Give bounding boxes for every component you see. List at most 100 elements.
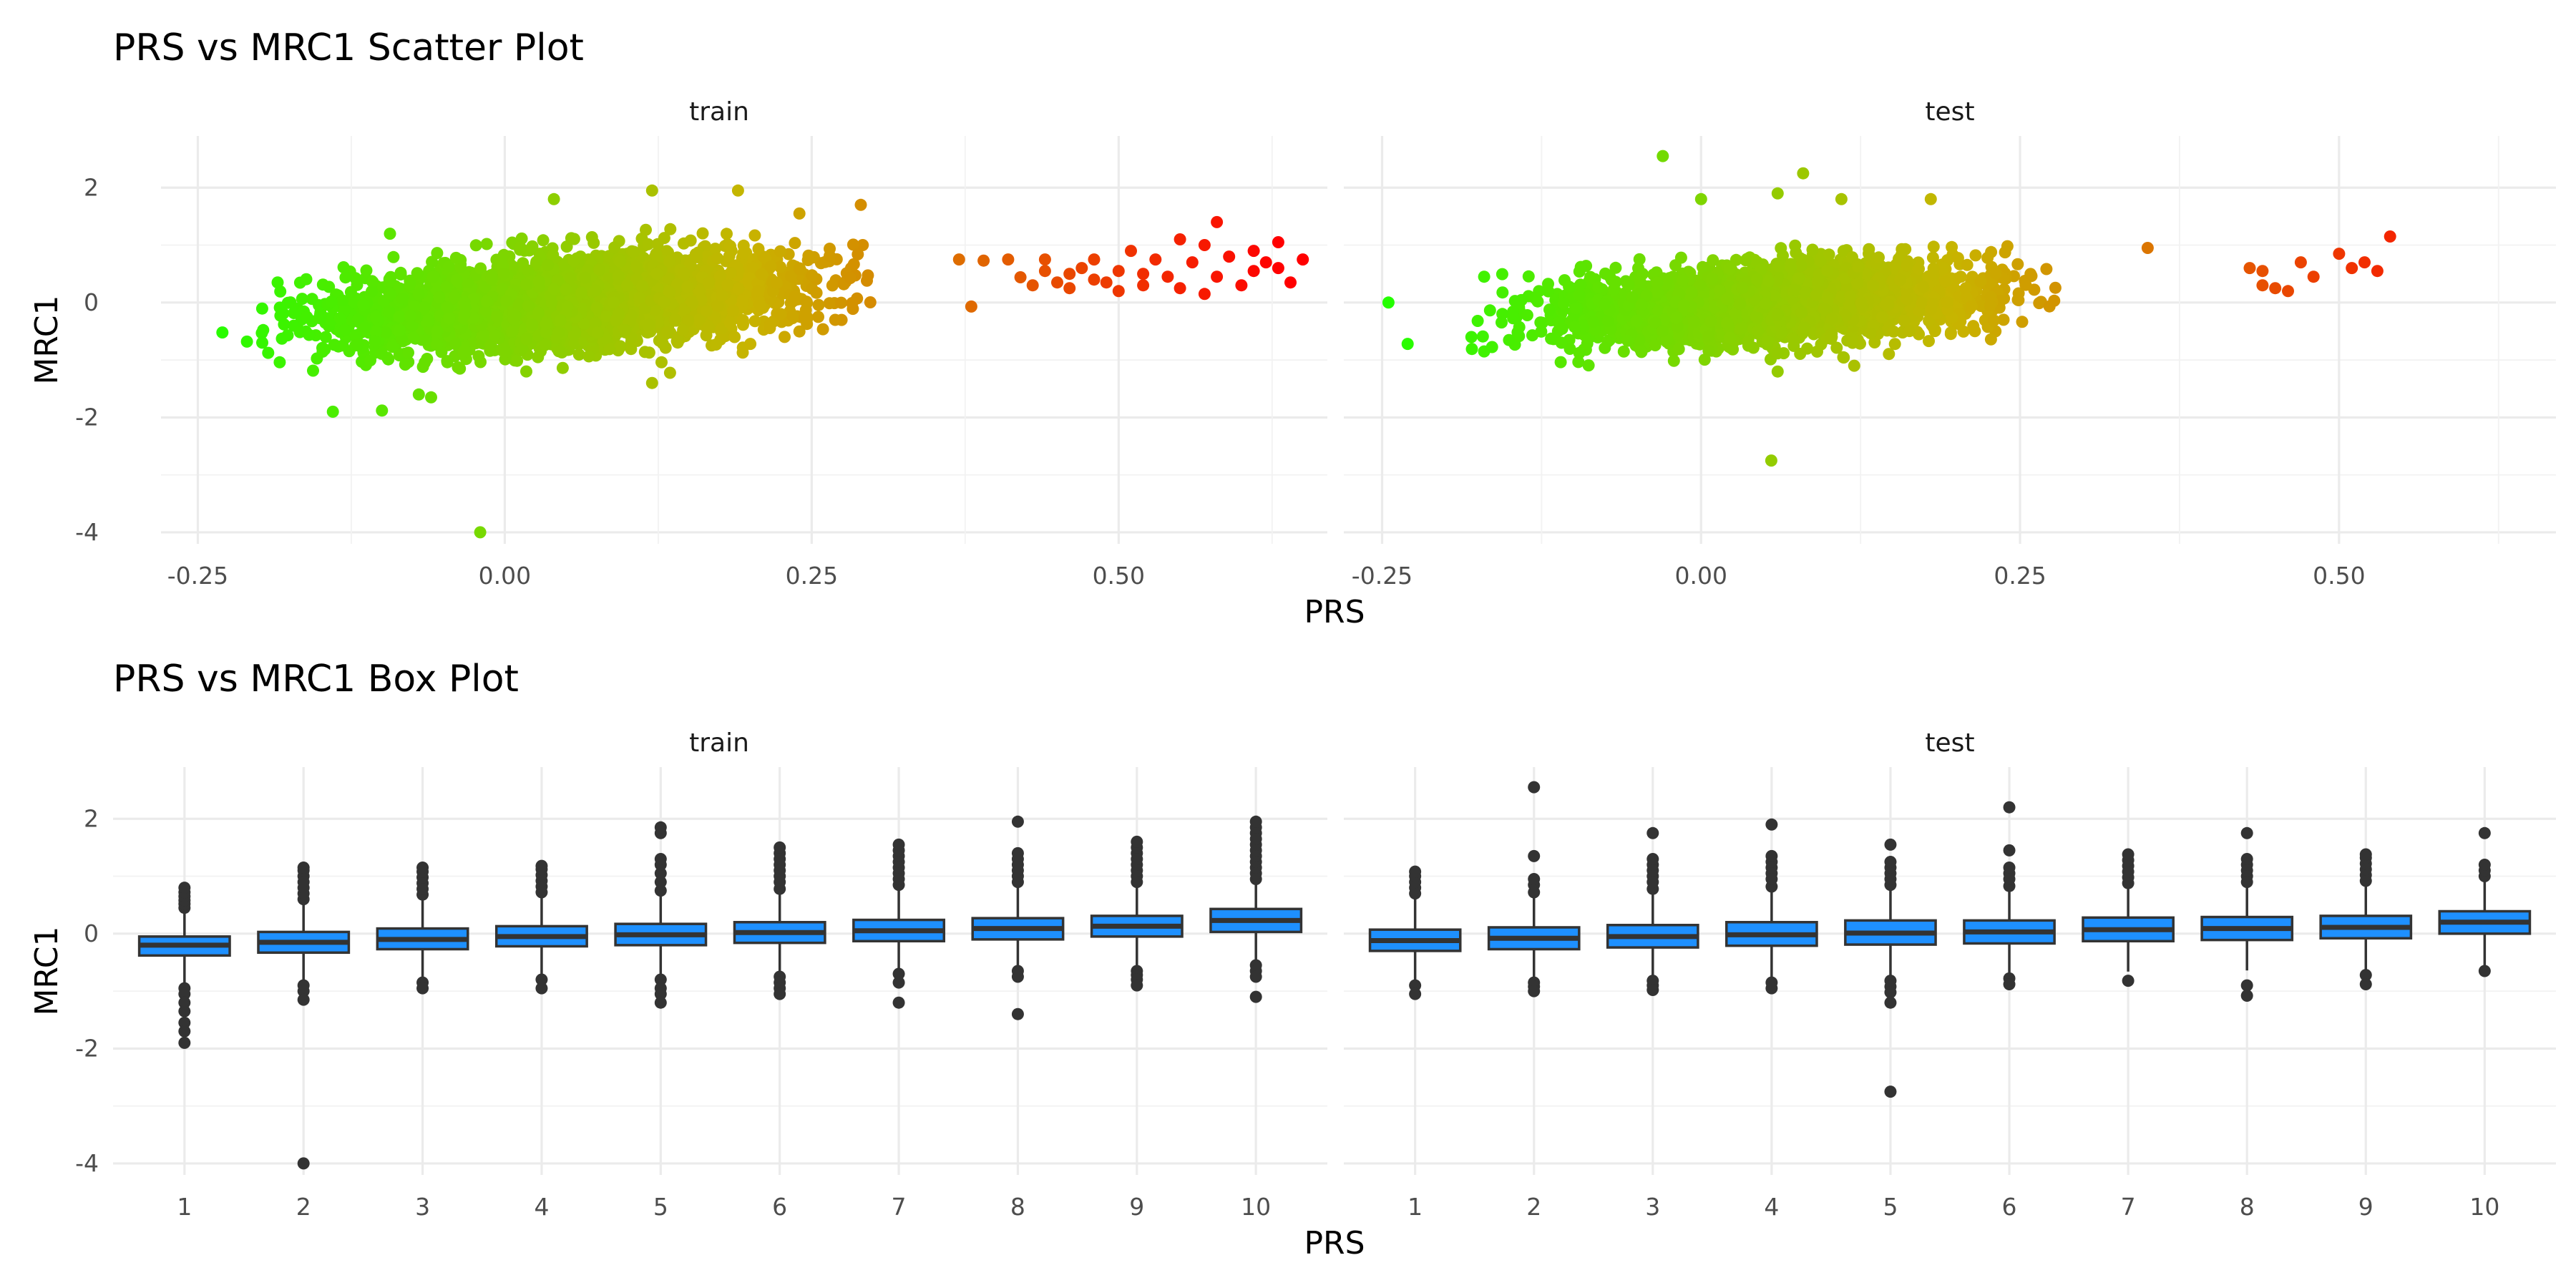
scatter-train-point <box>1038 253 1051 266</box>
scatter-train-point <box>256 336 268 349</box>
scatter-train-point <box>582 350 595 363</box>
scatter-test-point <box>1926 251 1939 264</box>
scatter-train-point <box>682 314 695 327</box>
scatter-train-point <box>846 297 859 310</box>
scatter-train-point <box>625 343 638 356</box>
scatter-train-point <box>628 245 640 258</box>
scatter-train-point <box>441 301 454 314</box>
scatter-train-point <box>1235 279 1248 292</box>
box-strip-test: test <box>1925 728 1974 758</box>
scatter-train-point <box>669 313 681 326</box>
scatter-test-point <box>1465 343 1478 356</box>
scatter-test-point <box>1830 341 1843 354</box>
scatter-train-point <box>847 238 859 251</box>
scatter-train-point <box>660 326 673 338</box>
scatter-train-point <box>645 184 658 197</box>
scatter-train-point <box>642 238 655 250</box>
scatter-train-point <box>824 243 836 255</box>
scatter-train-point <box>1100 276 1113 289</box>
scatter-train-point <box>480 295 493 308</box>
scatter-train-point <box>710 338 723 351</box>
scatter-train-point <box>301 311 313 323</box>
scatter-train-point <box>480 238 493 250</box>
scatter-train-point <box>323 280 336 293</box>
scatter-train-point <box>449 338 462 351</box>
scatter-train-point <box>426 270 439 283</box>
scatter-train-point <box>724 317 736 329</box>
scatter-train-point <box>348 296 361 308</box>
scatter-train-point <box>547 283 560 296</box>
scatter-train-point <box>379 326 392 339</box>
scatter-train-point <box>296 293 308 306</box>
scatter-train-point <box>854 198 867 211</box>
scatter-train-point <box>774 245 786 258</box>
scatter-train-point <box>737 247 750 260</box>
scatter-train-point <box>431 325 444 338</box>
scatter-train-point <box>357 298 369 311</box>
scatter-train-point <box>422 314 435 327</box>
scatter-train-point <box>1137 279 1150 292</box>
scatter-train-point <box>1198 239 1211 251</box>
scatter-test-point-cloud <box>1465 239 2062 372</box>
scatter-train-point <box>753 298 766 311</box>
scatter-train-point <box>1161 270 1174 283</box>
scatter-train-point <box>457 346 470 358</box>
scatter-train-point <box>1051 276 1063 289</box>
scatter-train-point <box>375 347 388 360</box>
scatter-train-point <box>600 310 613 323</box>
scatter-train-point-cloud <box>255 223 877 379</box>
scatter-train-point <box>1014 271 1027 283</box>
scatter-train-point <box>643 318 655 331</box>
scatter-train-point <box>454 362 467 375</box>
scatter-train-point <box>645 376 658 389</box>
scatter-train-point <box>545 296 558 309</box>
scatter-train-point <box>547 248 560 261</box>
scatter-train-point <box>977 254 990 267</box>
scatter-train-point <box>293 326 306 338</box>
scatter-train-y-tick-label: 2 <box>84 173 99 201</box>
scatter-train-point <box>589 317 602 330</box>
scatter-train-point <box>625 309 638 321</box>
scatter-train-point <box>610 314 623 327</box>
scatter-train-point <box>728 331 741 343</box>
scatter-train-point <box>662 272 675 285</box>
scatter-train-point <box>736 294 749 307</box>
scatter-train-point <box>271 276 284 289</box>
scatter-train-point <box>702 277 715 289</box>
scatter-train-point <box>383 306 396 318</box>
scatter-train-point <box>575 286 587 299</box>
scatter-train-point <box>823 297 836 310</box>
scatter-train-point <box>713 270 726 283</box>
scatter-train-point <box>579 271 592 284</box>
scatter-train-point <box>300 273 313 286</box>
scatter-train-point <box>1211 270 1224 283</box>
box-strip-train: train <box>689 728 749 758</box>
scatter-train-point <box>1149 253 1162 266</box>
scatter-train-point <box>511 354 524 367</box>
scatter-train-point <box>862 269 874 282</box>
scatter-train-point <box>1272 262 1284 275</box>
scatter-train-point <box>522 299 535 312</box>
scatter-train-point <box>526 318 539 331</box>
scatter-train-point <box>520 333 533 346</box>
scatter-train-point <box>567 255 580 268</box>
scatter-train-point <box>485 273 498 286</box>
scatter-train-point <box>711 252 724 265</box>
scatter-train-point <box>591 326 604 339</box>
scatter-train-point <box>557 259 570 272</box>
scatter-train-point <box>394 323 406 336</box>
scatter-train-point <box>370 311 383 323</box>
scatter-train-point <box>412 388 425 401</box>
scatter-train-point <box>344 286 357 298</box>
scatter-train-point <box>430 338 443 351</box>
scatter-train-point <box>589 284 602 297</box>
scatter-train-point <box>793 325 806 338</box>
scatter-test-point <box>1496 268 1508 280</box>
scatter-train-point <box>561 301 574 313</box>
scatter-train-point <box>257 323 270 336</box>
scatter-test-point <box>1609 261 1622 274</box>
scatter-test-x-tick-label: 0.25 <box>1994 562 2046 590</box>
scatter-train-point <box>369 335 381 348</box>
scatter-test-point <box>1522 270 1535 283</box>
scatter-test-point <box>1667 354 1680 367</box>
